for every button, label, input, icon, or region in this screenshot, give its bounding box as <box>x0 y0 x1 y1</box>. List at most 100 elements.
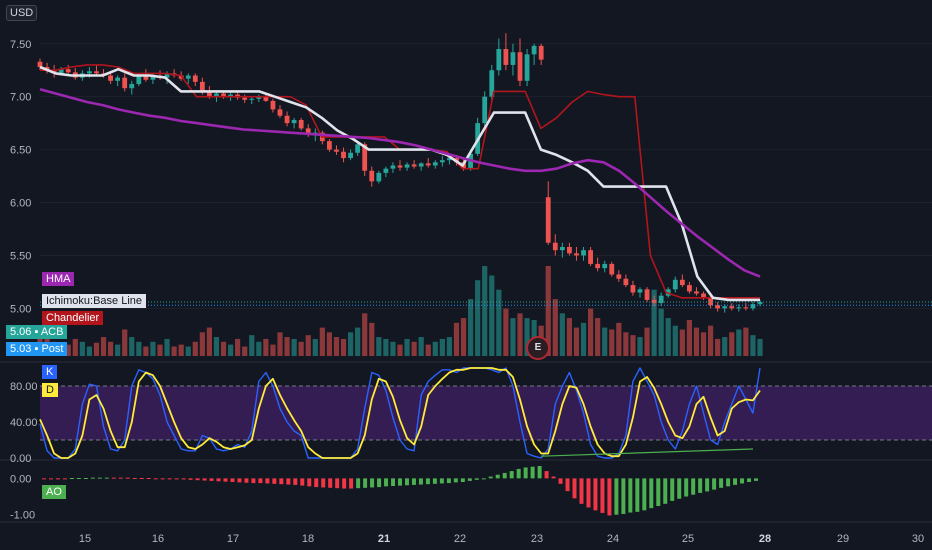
volume-bar <box>722 337 728 356</box>
volume-bar <box>369 322 375 356</box>
volume-bar <box>298 341 304 356</box>
ao-bar <box>439 478 444 484</box>
ao-bar <box>656 478 661 506</box>
ao-bar <box>62 478 67 480</box>
ao-bar <box>216 478 221 482</box>
ao-bar <box>495 474 500 479</box>
acb-value: 5.06 <box>10 326 32 338</box>
volume-bar <box>587 308 594 356</box>
candle-body <box>679 279 685 286</box>
x-tick-label: 30 <box>912 533 924 545</box>
volume-bar <box>136 341 142 356</box>
x-tick-label: 25 <box>682 533 694 545</box>
volume-bar <box>291 338 297 356</box>
candle-body <box>122 77 128 89</box>
x-tick-label: 17 <box>227 533 239 545</box>
volume-bar <box>743 327 749 356</box>
stoch-d-line <box>39 367 761 459</box>
stoch-tick-label: 40.00 <box>10 417 38 429</box>
volume-bar <box>439 338 445 356</box>
ao-bar <box>523 467 528 479</box>
volume-bar <box>517 313 523 356</box>
ao-bar <box>425 478 430 485</box>
candle-body <box>249 98 255 100</box>
candle-body <box>729 306 735 309</box>
volume-bar <box>482 266 488 356</box>
ao-bar <box>342 478 347 489</box>
ao-bar <box>572 478 577 499</box>
volume-bar <box>425 344 431 356</box>
ao-bar <box>97 477 102 479</box>
currency-label[interactable]: USD <box>6 5 38 21</box>
volume-bar <box>37 327 43 356</box>
ao-bar <box>530 466 535 479</box>
volume-bar <box>686 320 693 356</box>
volume-bar <box>206 327 213 356</box>
ao-bar <box>293 478 298 485</box>
volume-bar <box>623 332 629 356</box>
ao-bar <box>460 478 465 482</box>
volume-bar <box>150 341 156 356</box>
candle-body <box>65 69 71 73</box>
volume-bar <box>418 337 424 356</box>
stoch-band <box>40 386 932 440</box>
volume-bar <box>185 346 191 356</box>
ao-bar <box>398 478 402 486</box>
volume-bar <box>362 313 368 356</box>
post-value: 5.03 <box>10 343 32 355</box>
volume-bar <box>347 332 354 356</box>
candle-body <box>150 75 156 80</box>
candle-body <box>595 263 601 269</box>
ao-bar <box>558 478 563 484</box>
ao-bar <box>453 478 458 483</box>
candle-body <box>517 52 523 81</box>
ao-bar <box>551 476 556 479</box>
ao-bar <box>628 478 633 513</box>
candle-body <box>411 164 417 167</box>
volume-bar <box>559 313 565 356</box>
ao-bar <box>286 478 291 485</box>
candle-body <box>651 299 657 304</box>
volume-bar <box>489 275 495 356</box>
candle-body <box>581 250 586 256</box>
volume-bar <box>178 344 184 356</box>
candle-body <box>129 83 135 89</box>
volume-bar <box>630 335 636 356</box>
volume-bar <box>129 337 135 356</box>
price-tick-label: 7.00 <box>10 92 31 104</box>
volume-bar <box>679 329 685 356</box>
x-tick-label: 22 <box>454 533 466 545</box>
stoch-k-line <box>39 367 761 459</box>
candle-body <box>291 119 297 124</box>
ao-bar <box>698 478 703 493</box>
x-tick-label: 15 <box>79 533 91 545</box>
ao-bar <box>488 476 493 479</box>
x-tick-label: 24 <box>607 533 619 545</box>
candle-body <box>432 162 438 166</box>
ao-bar <box>272 478 277 484</box>
ao-bar <box>258 478 263 484</box>
ao-bar <box>565 478 570 492</box>
ao-bar <box>153 478 158 480</box>
ao-bar <box>139 478 144 479</box>
candle-body <box>701 293 706 298</box>
ao-bar <box>516 468 521 479</box>
ao-bar <box>733 478 738 485</box>
candle-body <box>143 75 149 80</box>
earnings-event-marker[interactable]: E <box>526 336 550 360</box>
ao-bar <box>384 478 389 487</box>
candle-body <box>136 75 142 84</box>
ao-bar <box>76 478 81 479</box>
volume-bar <box>122 329 128 356</box>
candle-body <box>270 100 276 110</box>
ao-bar <box>300 478 305 486</box>
x-tick-label: 29 <box>837 533 849 545</box>
ao-bar <box>328 478 333 488</box>
x-tick-label: 23 <box>531 533 543 545</box>
ao-bar <box>691 478 696 495</box>
ao-bar <box>670 478 675 501</box>
x-tick-label: 21 <box>378 533 390 545</box>
ao-bar <box>349 478 354 489</box>
candle-body <box>687 285 692 292</box>
